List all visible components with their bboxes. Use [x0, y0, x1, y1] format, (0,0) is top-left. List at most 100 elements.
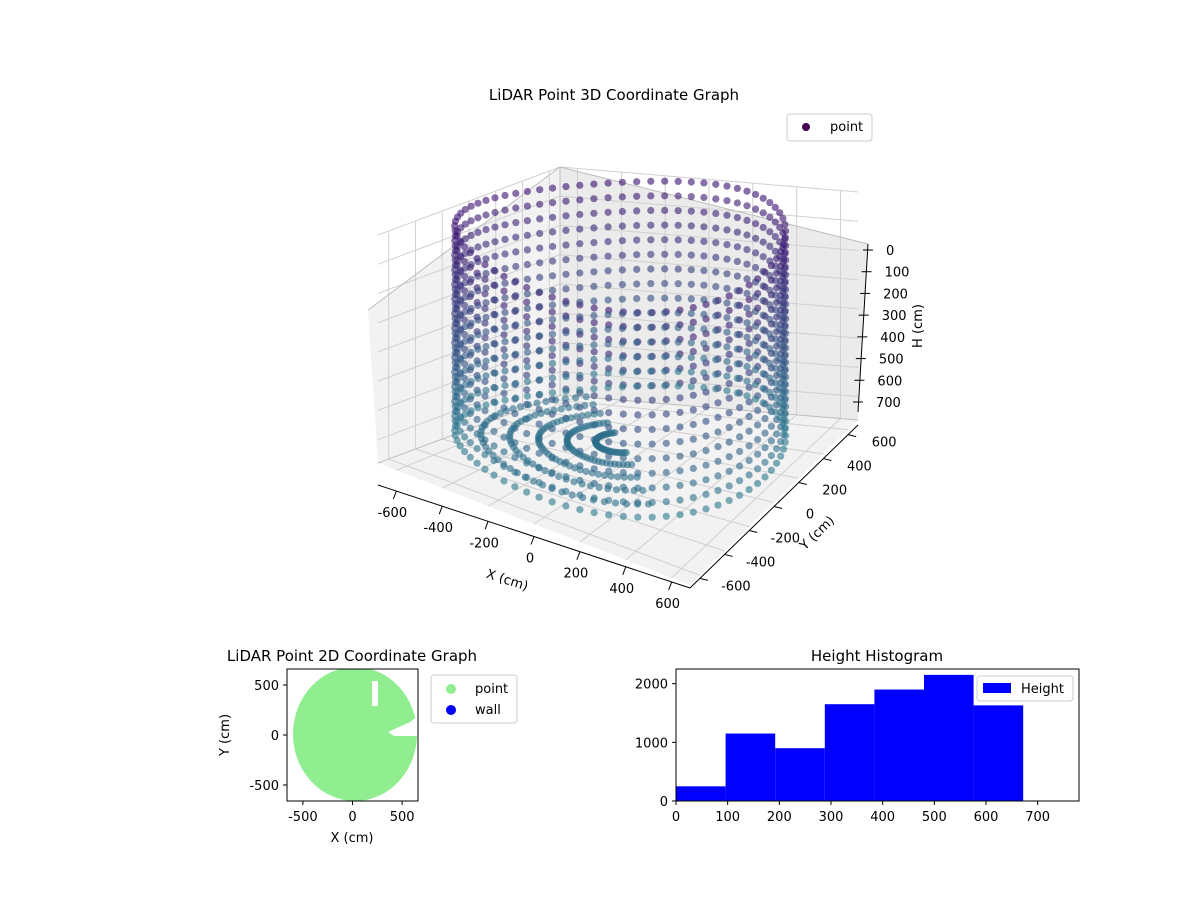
data-point-3d [473, 415, 481, 423]
data-point-3d [531, 411, 539, 419]
data-point-3d [766, 286, 774, 294]
data-point-3d [687, 295, 695, 303]
data-point-3d [633, 382, 641, 390]
data-point-3d [461, 433, 469, 441]
x-tick-label-hist: 300 [819, 810, 844, 825]
data-point-3d [752, 263, 760, 272]
data-point-3d [754, 421, 762, 429]
x-tick-label-hist: 700 [1025, 810, 1050, 825]
data-point-3d [618, 237, 627, 245]
data-point-3d [605, 438, 613, 446]
data-point-3d [535, 420, 543, 428]
data-point-3d [590, 508, 598, 517]
data-point-3d [661, 177, 669, 185]
data-point-3d [733, 330, 742, 339]
data-point-3d [766, 403, 774, 411]
data-point-3d [634, 440, 642, 448]
data-point-3d [743, 231, 751, 239]
data-point-3d [501, 396, 509, 404]
data-point-3d [512, 394, 520, 402]
data-point-3d [759, 326, 767, 334]
data-point-3d [759, 355, 767, 363]
x-tick-label-3d: 400 [609, 582, 634, 597]
data-point-3d [759, 282, 767, 290]
data-point-3d [627, 473, 635, 481]
data-point-3d [474, 301, 482, 310]
data-point-3d [777, 452, 785, 460]
data-point-3d [771, 350, 779, 358]
data-point-3d [766, 374, 774, 382]
data-point-3d [754, 465, 762, 473]
data-point-3d [501, 265, 509, 273]
data-point-3d [745, 369, 753, 377]
data-point-3d [700, 340, 708, 348]
data-point-3d [548, 322, 556, 331]
data-point-3d [501, 235, 509, 243]
data-point-3d [548, 381, 556, 389]
data-point-3d [474, 404, 482, 412]
x-tick-label-3d: -200 [469, 536, 499, 551]
data-point-3d [541, 467, 549, 475]
data-point-3d [576, 371, 584, 379]
data-point-3d [619, 512, 627, 521]
data-point-3d [647, 382, 655, 390]
scatter3d-chart: LiDAR Point 3D Coordinate Graph -600 -400… [367, 86, 926, 612]
data-point-3d [536, 229, 544, 238]
data-point-3d [474, 360, 482, 368]
data-point-3d [491, 194, 499, 202]
histogram-bar [824, 704, 875, 801]
data-point-3d [582, 467, 590, 476]
data-point-3d [549, 257, 557, 265]
gap-region [372, 681, 378, 706]
data-point-3d [482, 240, 490, 248]
data-point-3d [481, 261, 489, 269]
y-tick-label-3d: 200 [822, 484, 847, 499]
gap-notch [388, 716, 418, 736]
data-point-3d [754, 436, 762, 444]
data-point-3d [759, 253, 767, 261]
ticks-hist: 0 100 200 300 400 500 600 700 0 1000 2000 [635, 678, 1050, 825]
data-point-3d [633, 295, 641, 303]
data-point-3d [501, 279, 509, 287]
data-point-3d [573, 402, 581, 411]
data-point-3d [523, 283, 531, 292]
data-point-3d [467, 275, 475, 283]
data-point-3d [500, 433, 508, 441]
data-point-3d [733, 374, 742, 382]
data-point-3d [562, 270, 570, 278]
data-point-3d [523, 430, 531, 438]
y-tick-3d [749, 529, 758, 533]
data-point-3d [661, 250, 669, 258]
data-point-3d [582, 393, 590, 401]
data-point-3d [523, 357, 531, 365]
data-point-3d [733, 184, 742, 192]
data-point-3d [590, 410, 598, 418]
z-tick-label-3d: 700 [876, 396, 901, 411]
data-point-3d [536, 259, 544, 267]
data-point-3d [590, 362, 598, 371]
data-point-3d [605, 394, 613, 402]
data-point-3d [661, 236, 669, 244]
data-point-3d [490, 442, 498, 450]
data-point-3d [779, 419, 787, 427]
data-point-3d [562, 343, 570, 351]
data-point-3d [752, 205, 760, 213]
data-point-3d [590, 180, 598, 188]
data-point-3d [700, 369, 708, 377]
data-point-3d [661, 338, 669, 346]
data-point-3d [647, 206, 655, 215]
data-point-3d [543, 408, 551, 416]
data-point-3d [700, 325, 708, 333]
data-point-3d [779, 244, 787, 252]
data-point-3d [474, 287, 482, 295]
data-point-3d [662, 425, 670, 433]
data-point-3d [482, 401, 490, 409]
data-point-3d [501, 381, 509, 390]
data-point-3d [712, 297, 720, 305]
data-point-3d [712, 312, 720, 320]
data-point-3d [647, 280, 655, 288]
data-point-3d [662, 468, 670, 477]
data-point-3d [555, 472, 563, 481]
data-point-3d [604, 238, 612, 246]
data-point-3d [567, 414, 575, 422]
